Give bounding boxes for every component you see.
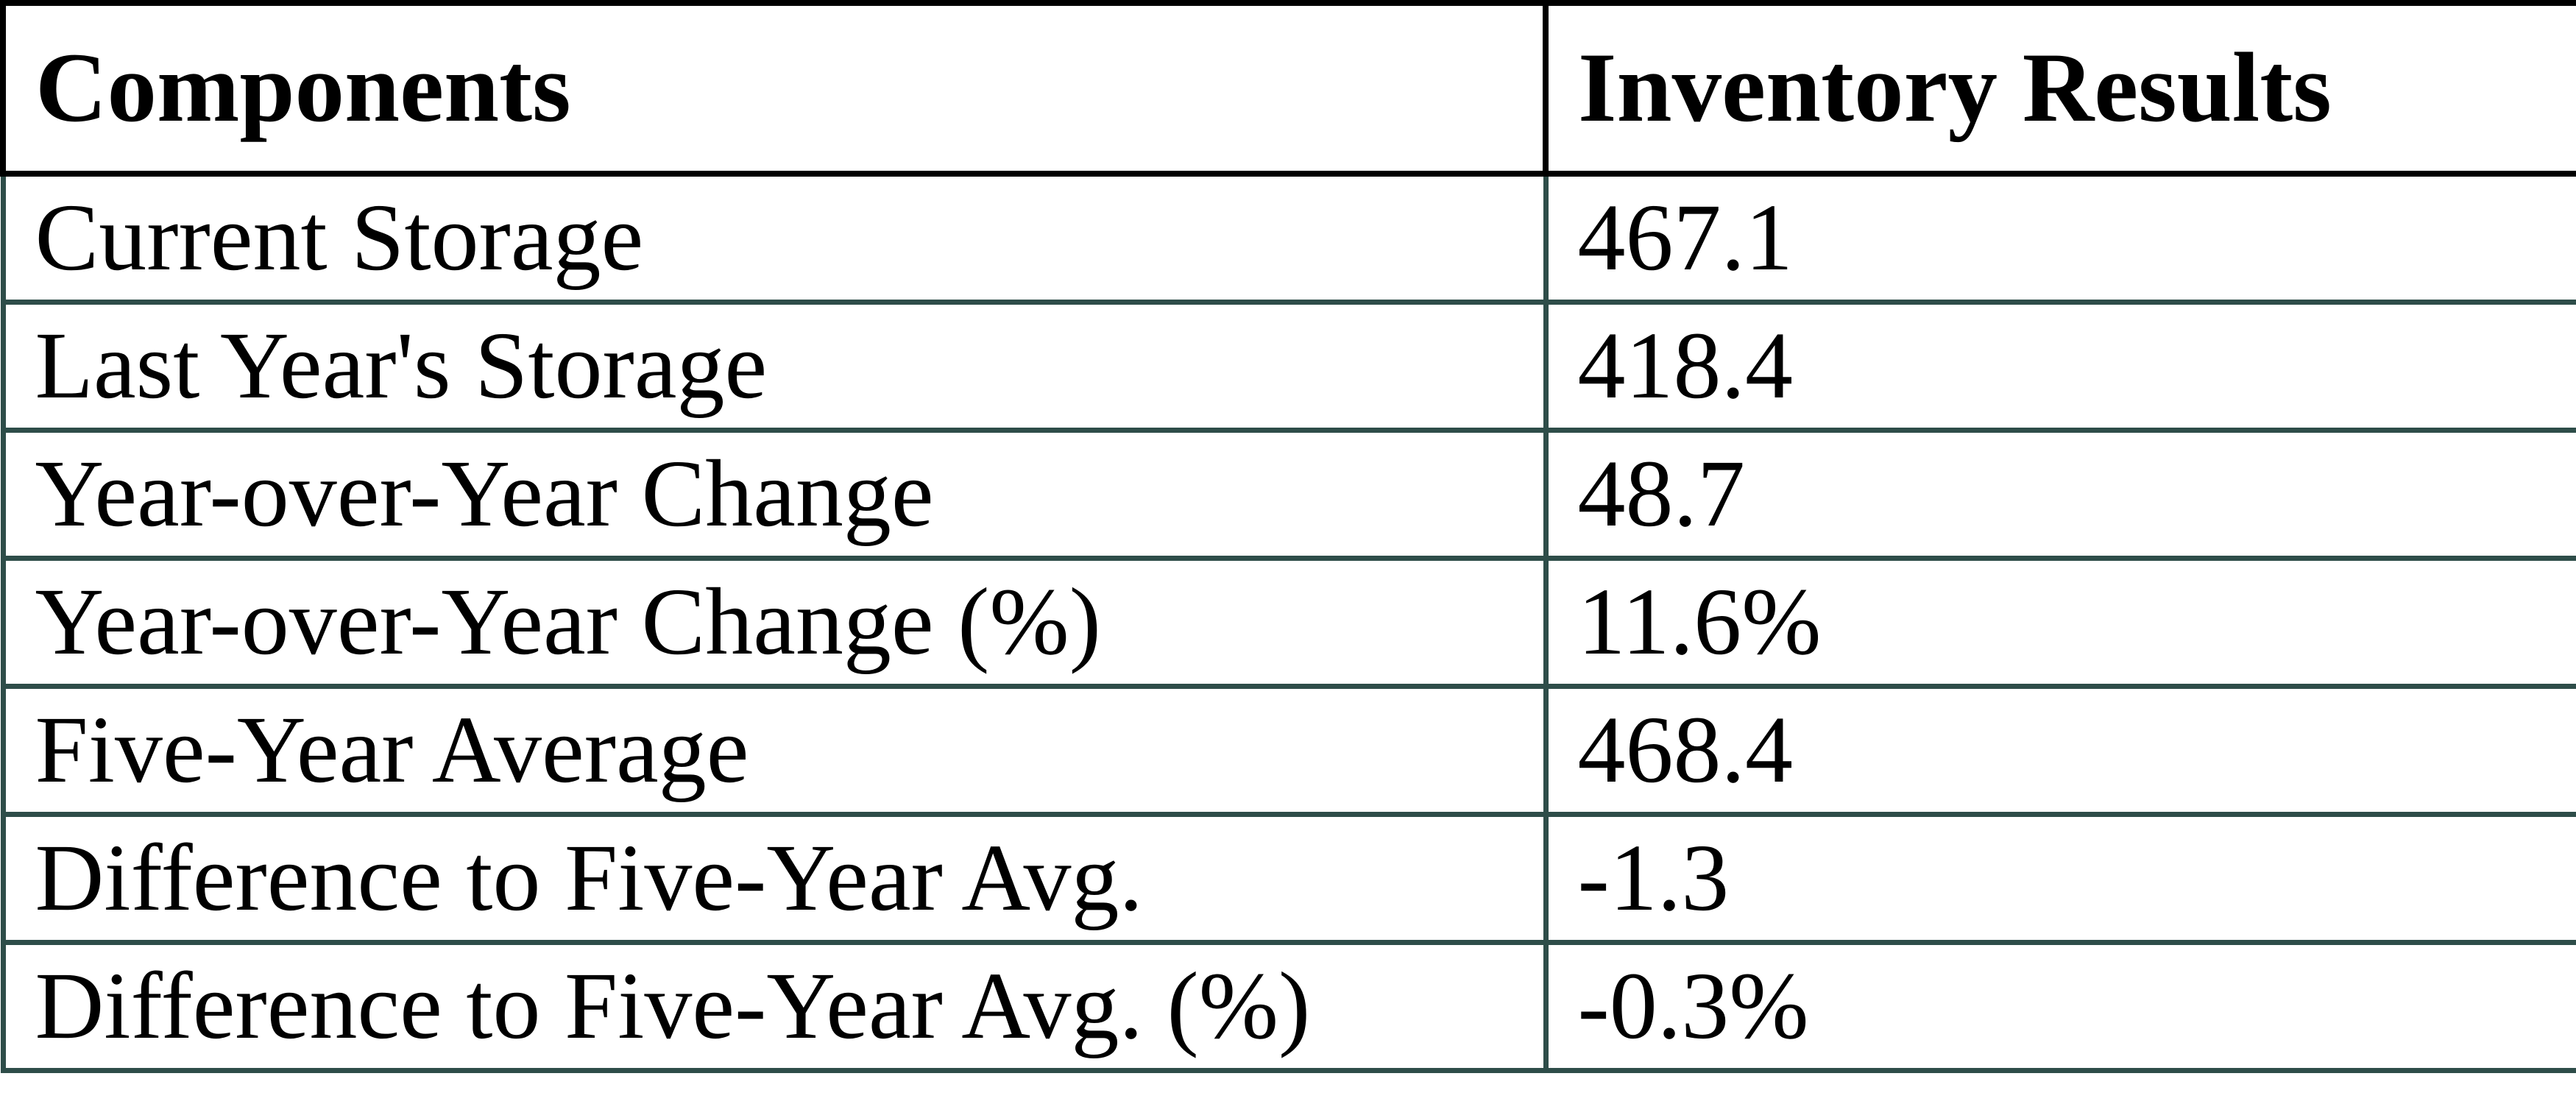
component-label-cell: Difference to Five-Year Avg. (%) bbox=[0, 939, 1549, 1073]
inventory-value-cell: -0.3% bbox=[1543, 939, 2576, 1073]
table-row: Current Storage 467.1 bbox=[0, 171, 2576, 305]
table-body: Current Storage 467.1 Last Year's Storag… bbox=[0, 171, 2576, 1073]
table-header: Components Inventory Results bbox=[0, 0, 2576, 177]
inventory-value-cell: 48.7 bbox=[1543, 427, 2576, 561]
inventory-results-table: Components Inventory Results Current Sto… bbox=[0, 0, 2576, 1073]
table-row: Difference to Five-Year Avg. (%) -0.3% bbox=[0, 939, 2576, 1073]
component-label-cell: Year-over-Year Change (%) bbox=[0, 555, 1549, 689]
component-label-cell: Difference to Five-Year Avg. bbox=[0, 811, 1549, 945]
header-cell-inventory-results: Inventory Results bbox=[1543, 0, 2576, 177]
inventory-value-cell: 11.6% bbox=[1543, 555, 2576, 689]
table-row: Last Year's Storage 418.4 bbox=[0, 299, 2576, 433]
inventory-value-cell: 468.4 bbox=[1543, 683, 2576, 817]
component-label-cell: Current Storage bbox=[0, 171, 1549, 305]
component-label-cell: Five-Year Average bbox=[0, 683, 1549, 817]
table-row: Year-over-Year Change (%) 11.6% bbox=[0, 555, 2576, 689]
table-row: Year-over-Year Change 48.7 bbox=[0, 427, 2576, 561]
inventory-value-cell: 467.1 bbox=[1543, 171, 2576, 305]
inventory-value-cell: -1.3 bbox=[1543, 811, 2576, 945]
table-row: Difference to Five-Year Avg. -1.3 bbox=[0, 811, 2576, 945]
table-row: Five-Year Average 468.4 bbox=[0, 683, 2576, 817]
component-label-cell: Last Year's Storage bbox=[0, 299, 1549, 433]
component-label-cell: Year-over-Year Change bbox=[0, 427, 1549, 561]
header-cell-components: Components bbox=[0, 0, 1549, 177]
inventory-value-cell: 418.4 bbox=[1543, 299, 2576, 433]
header-row: Components Inventory Results bbox=[0, 0, 2576, 177]
